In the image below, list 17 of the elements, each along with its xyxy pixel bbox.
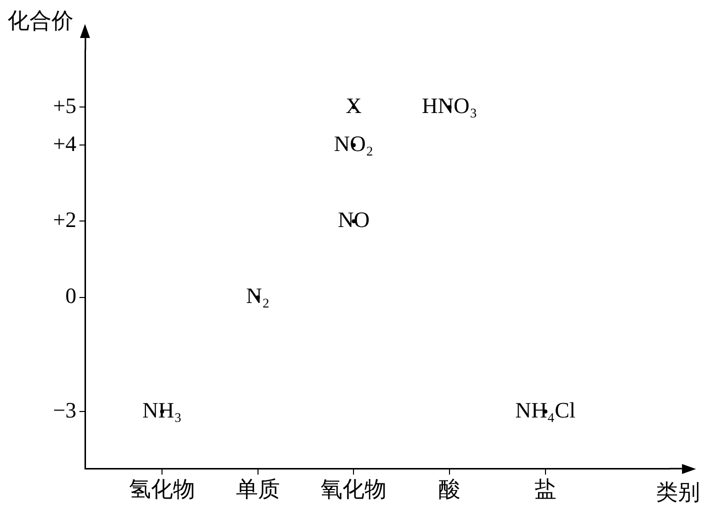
data-label: NO — [338, 207, 370, 232]
y-tick-label: 0 — [65, 283, 76, 308]
x-axis-title: 类别 — [656, 479, 700, 504]
data-label: HNO₃ — [422, 92, 478, 118]
y-tick-label: +2 — [52, 207, 76, 232]
x-tick-label: 单质 — [236, 476, 280, 502]
x-tick-label: 氢化物 — [129, 476, 196, 502]
y-tick-label: +4 — [52, 130, 76, 156]
data-label: NH₄Cl — [515, 397, 576, 422]
y-tick-label: +5 — [52, 92, 76, 118]
y-tick-label: −3 — [52, 397, 76, 422]
x-tick-label: 盐 — [534, 476, 556, 502]
data-label: NH₃ — [142, 397, 182, 422]
x-tick-label: 酸 — [438, 476, 461, 502]
x-tick-label: 氧化物 — [320, 476, 387, 502]
y-axis-title: 化合价 — [7, 8, 74, 33]
data-label: NO₂ — [334, 130, 374, 156]
